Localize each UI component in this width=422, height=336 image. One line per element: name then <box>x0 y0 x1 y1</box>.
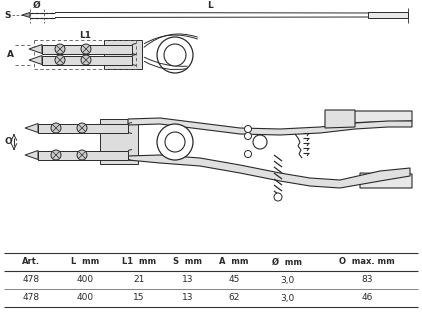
Circle shape <box>244 132 252 139</box>
Text: L  mm: L mm <box>71 257 100 266</box>
Circle shape <box>165 132 185 152</box>
Circle shape <box>51 123 61 133</box>
Polygon shape <box>29 44 42 53</box>
Text: 15: 15 <box>133 294 145 302</box>
Text: L1: L1 <box>79 31 91 40</box>
Text: A  mm: A mm <box>219 257 249 266</box>
Text: L: L <box>207 0 213 9</box>
Text: Ø: Ø <box>33 0 41 9</box>
Text: 21: 21 <box>133 276 145 285</box>
Polygon shape <box>42 44 132 53</box>
Circle shape <box>274 193 282 201</box>
Circle shape <box>253 135 267 149</box>
Circle shape <box>157 37 193 73</box>
Text: 62: 62 <box>228 294 240 302</box>
Polygon shape <box>368 12 408 18</box>
Circle shape <box>77 123 87 133</box>
Text: 3,0: 3,0 <box>280 276 294 285</box>
Polygon shape <box>38 151 128 160</box>
Circle shape <box>81 44 91 54</box>
Polygon shape <box>42 55 132 65</box>
Circle shape <box>244 126 252 132</box>
Text: 13: 13 <box>182 294 193 302</box>
Circle shape <box>55 44 65 54</box>
Text: 3,0: 3,0 <box>280 294 294 302</box>
Circle shape <box>157 124 193 160</box>
Circle shape <box>244 151 252 158</box>
Circle shape <box>81 55 91 65</box>
Polygon shape <box>340 111 412 123</box>
Text: 46: 46 <box>361 294 373 302</box>
Text: 478: 478 <box>22 294 40 302</box>
Circle shape <box>51 150 61 160</box>
Text: 400: 400 <box>77 276 94 285</box>
Polygon shape <box>22 12 30 17</box>
Polygon shape <box>128 118 412 135</box>
Text: Art.: Art. <box>22 257 40 266</box>
Text: 400: 400 <box>77 294 94 302</box>
Text: Ø  mm: Ø mm <box>272 257 302 266</box>
Text: S  mm: S mm <box>173 257 202 266</box>
Polygon shape <box>100 119 138 164</box>
Text: 13: 13 <box>182 276 193 285</box>
Polygon shape <box>325 110 355 128</box>
Polygon shape <box>104 40 142 69</box>
Text: S: S <box>5 10 11 19</box>
Polygon shape <box>25 124 38 132</box>
Text: 83: 83 <box>361 276 373 285</box>
Polygon shape <box>25 151 38 160</box>
Circle shape <box>55 55 65 65</box>
Polygon shape <box>128 155 410 188</box>
Text: 478: 478 <box>22 276 40 285</box>
Polygon shape <box>38 124 128 132</box>
Circle shape <box>164 44 186 66</box>
Text: O  max. mm: O max. mm <box>339 257 395 266</box>
Text: O: O <box>4 136 12 145</box>
Text: L1  mm: L1 mm <box>122 257 156 266</box>
Polygon shape <box>360 173 412 188</box>
Circle shape <box>77 150 87 160</box>
Polygon shape <box>29 55 42 65</box>
Text: 45: 45 <box>228 276 240 285</box>
Text: A: A <box>6 50 14 59</box>
